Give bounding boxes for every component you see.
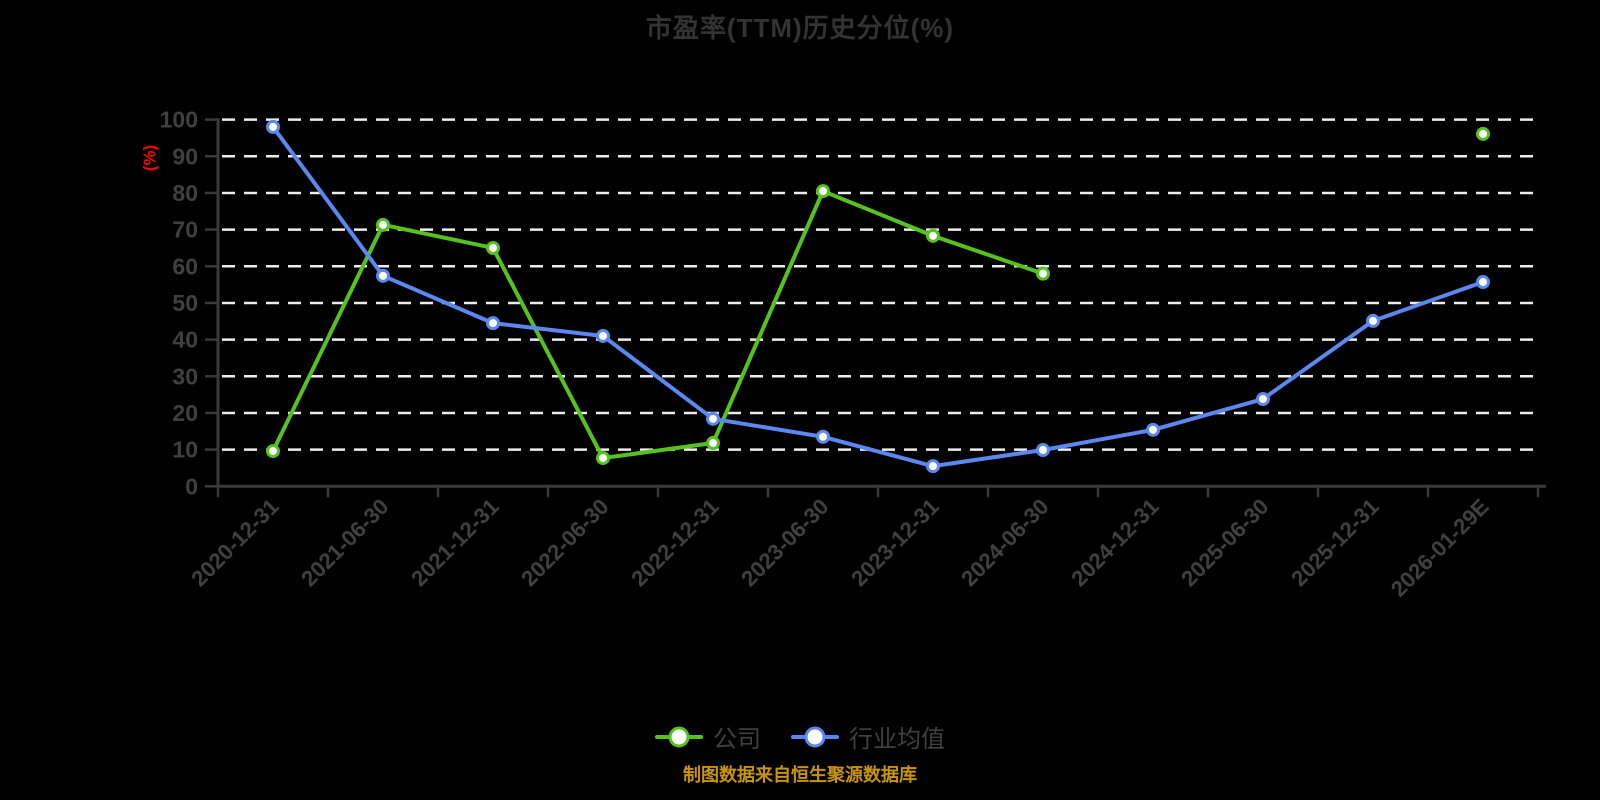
data-point-industry-0[interactable] [266, 119, 280, 134]
x-tick-label: 2021-12-31 [406, 494, 503, 591]
x-tick-label: 2026-01-29E [1386, 494, 1494, 602]
x-tick-label: 2022-12-31 [626, 494, 723, 591]
y-tick-label: 90 [172, 143, 198, 169]
data-point-industry-6[interactable] [926, 459, 940, 474]
legend-item-company[interactable]: 公司 [655, 719, 761, 754]
y-tick-label: 20 [172, 400, 198, 426]
series-line-industry [271, 124, 1485, 469]
y-tick-label: 40 [172, 327, 198, 353]
x-tick-label: 2023-06-30 [736, 494, 833, 591]
y-tick-label: 50 [172, 290, 198, 316]
data-point-industry-9[interactable] [1256, 392, 1270, 407]
x-tick-label: 2025-06-30 [1176, 494, 1273, 591]
data-point-industry-11[interactable] [1476, 275, 1490, 290]
y-tick-label: 30 [172, 363, 198, 389]
data-point-industry-10[interactable] [1366, 313, 1380, 328]
data-point-industry-8[interactable] [1146, 422, 1160, 437]
data-point-company-11[interactable] [1476, 126, 1490, 141]
x-tick-label: 2021-06-30 [296, 494, 393, 591]
legend-label-industry: 行业均值 [849, 726, 945, 753]
data-point-industry-4[interactable] [706, 411, 720, 426]
y-axis-unit-label: (%) [140, 145, 159, 171]
data-point-industry-2[interactable] [486, 316, 500, 331]
company-series-marker-icon [655, 725, 703, 749]
x-tick-label: 2025-12-31 [1286, 494, 1383, 591]
data-point-company-3[interactable] [596, 451, 610, 466]
legend-dot-swatch [668, 726, 690, 747]
y-tick-label: 100 [160, 107, 198, 133]
legend-item-industry[interactable]: 行业均值 [791, 719, 945, 754]
chart-title: 市盈率(TTM)历史分位(%) [645, 13, 955, 43]
series-line-company [271, 189, 1045, 461]
data-point-industry-5[interactable] [816, 429, 830, 444]
x-tick-label: 2022-06-30 [516, 494, 613, 591]
industry-series-marker-icon [791, 725, 839, 749]
y-tick-label: 10 [172, 437, 198, 463]
data-point-company-4[interactable] [706, 436, 720, 451]
x-tick-label: 2024-12-31 [1066, 494, 1163, 591]
y-tick-label: 70 [172, 217, 198, 243]
data-point-company-5[interactable] [816, 184, 830, 199]
y-tick-label: 60 [172, 253, 198, 279]
data-point-company-7[interactable] [1036, 266, 1050, 281]
data-point-company-0[interactable] [266, 444, 280, 459]
y-tick-label: 0 [185, 473, 198, 499]
data-point-industry-7[interactable] [1036, 442, 1050, 457]
data-source-note: 制图数据来自恒生聚源数据库 [683, 765, 917, 785]
legend: 公司 行业均值 [0, 719, 1600, 754]
data-point-company-2[interactable] [486, 240, 500, 255]
legend-dot-swatch [804, 726, 826, 747]
legend-label-company: 公司 [713, 726, 761, 753]
data-point-company-6[interactable] [926, 228, 940, 243]
x-tick-label: 2023-12-31 [846, 494, 943, 591]
data-point-industry-1[interactable] [376, 268, 390, 283]
x-tick-label: 2024-06-30 [956, 494, 1053, 591]
y-tick-label: 80 [172, 180, 198, 206]
data-point-industry-3[interactable] [596, 328, 610, 343]
x-tick-label: 2020-12-31 [186, 494, 283, 591]
data-point-company-1[interactable] [376, 217, 390, 232]
